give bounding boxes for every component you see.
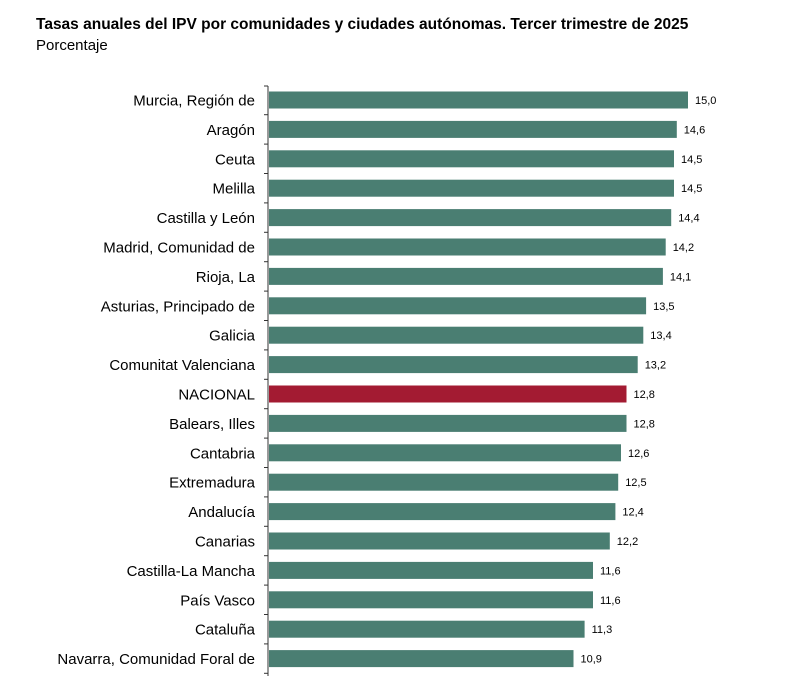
category-label: Extremadura	[169, 475, 256, 492]
bar-cantabria	[269, 444, 621, 462]
bar-ceuta	[269, 150, 674, 168]
bar-pais-vasco	[269, 591, 593, 609]
value-label: 12,4	[622, 507, 643, 519]
bar-aragon	[269, 120, 677, 138]
category-label: Cantabria	[190, 445, 256, 462]
bar-galicia	[269, 326, 644, 344]
category-label: Comunitat Valenciana	[109, 357, 255, 374]
bar-rioja-la	[269, 267, 663, 285]
category-label: Castilla y León	[157, 210, 255, 227]
bar-castilla-la-mancha	[269, 561, 593, 579]
bar-comunitat-valenciana	[269, 356, 638, 374]
chart-title: Tasas anuales del IPV por comunidades y …	[36, 16, 689, 33]
category-label: Cataluña	[195, 622, 256, 639]
value-label: 11,6	[600, 565, 621, 577]
category-label: Asturias, Principado de	[101, 298, 255, 315]
value-label: 12,2	[617, 536, 638, 548]
value-label: 14,6	[684, 124, 705, 136]
category-label: Canarias	[195, 534, 255, 551]
value-label: 10,9	[581, 654, 602, 666]
value-label: 12,8	[634, 389, 655, 401]
category-label: Madrid, Comunidad de	[103, 240, 255, 257]
bar-asturias-principado-de	[269, 297, 647, 315]
category-label: Murcia, Región de	[133, 93, 255, 110]
value-label: 11,6	[600, 595, 621, 607]
value-label: 12,6	[628, 448, 649, 460]
bar-andalucia	[269, 503, 616, 521]
bar-madrid-comunidad-de	[269, 238, 666, 256]
value-label: 14,5	[681, 154, 702, 166]
bar-canarias	[269, 532, 610, 550]
chart-subtitle: Porcentaje	[36, 37, 108, 54]
value-labels-group: 15,0 14,6 14,5 14,5 14,4 14,2 14,1 13,5 13,4 13,2…	[581, 95, 717, 666]
value-label: 14,2	[673, 242, 694, 254]
value-label: 15,0	[695, 95, 716, 107]
category-label: Galicia	[209, 328, 256, 345]
category-label: País Vasco	[180, 592, 255, 609]
category-label: Andalucía	[188, 504, 255, 521]
value-label: 12,5	[625, 477, 646, 489]
category-label: Navarra, Comunidad Foral de	[57, 651, 255, 668]
value-label: 14,4	[678, 213, 699, 225]
category-label: Castilla-La Mancha	[127, 563, 256, 580]
value-label: 11,3	[592, 624, 613, 636]
category-label: Rioja, La	[196, 269, 256, 286]
bar-murcia-region-de	[269, 91, 688, 109]
value-label: 12,8	[634, 418, 655, 430]
category-label: NACIONAL	[178, 387, 255, 404]
value-label: 13,4	[650, 330, 671, 342]
bar-nacional	[269, 385, 627, 403]
y-axis-group	[264, 85, 269, 676]
value-label: 13,2	[645, 360, 666, 372]
bar-navarra-comunidad-foral-de	[269, 650, 574, 668]
bar-melilla	[269, 179, 674, 197]
value-label: 14,1	[670, 271, 691, 283]
value-label: 14,5	[681, 183, 702, 195]
bars-group	[269, 91, 688, 668]
category-label: Balears, Illes	[169, 416, 255, 433]
bar-cataluna	[269, 620, 585, 638]
category-label: Ceuta	[215, 151, 256, 168]
bar-castilla-y-leon	[269, 209, 672, 227]
category-label: Aragón	[207, 122, 255, 139]
category-label: Melilla	[212, 181, 255, 198]
bar-balears-illes	[269, 414, 627, 432]
bar-extremadura	[269, 473, 619, 491]
value-label: 13,5	[653, 301, 674, 313]
category-labels-group: Murcia, Región de Aragón Ceuta Melilla Casti…	[57, 93, 255, 669]
